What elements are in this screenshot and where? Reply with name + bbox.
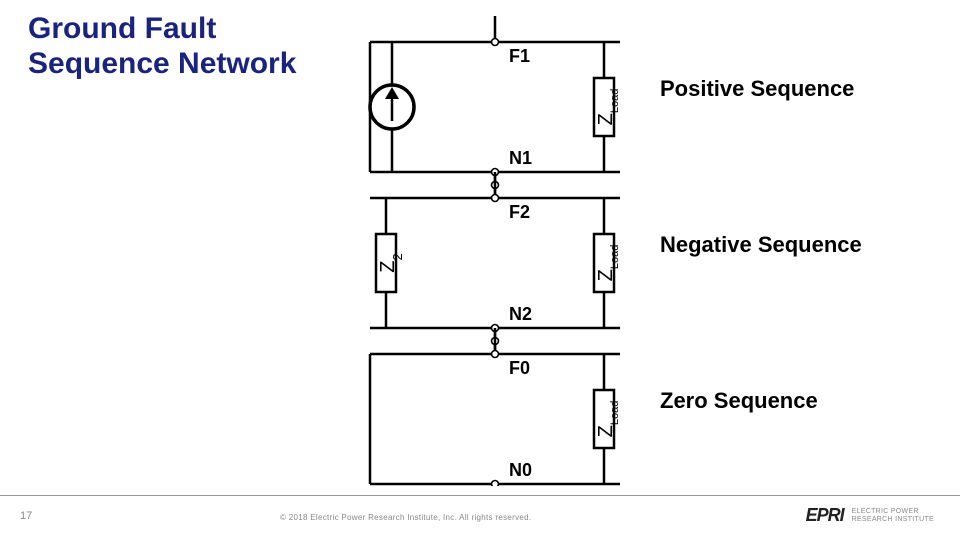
label-negative-sequence: Negative Sequence [660, 232, 862, 258]
label-zero-sequence: Zero Sequence [660, 388, 818, 414]
title-line2: Sequence Network [28, 47, 296, 80]
copyright-text: © 2018 Electric Power Research Institute… [280, 513, 531, 522]
label-positive-sequence: Positive Sequence [660, 76, 854, 102]
slide-title: Ground Fault Sequence Network [28, 12, 296, 81]
page-number: 17 [20, 510, 32, 522]
svg-text:F0: F0 [509, 358, 530, 378]
title-line1: Ground Fault [28, 12, 216, 45]
logo-mark: EPRI [806, 505, 844, 526]
footer-divider [0, 495, 960, 496]
svg-text:F2: F2 [509, 202, 530, 222]
svg-text:N0: N0 [509, 460, 532, 480]
svg-text:N1: N1 [509, 148, 532, 168]
svg-text:F1: F1 [509, 46, 530, 66]
svg-text:N2: N2 [509, 304, 532, 324]
sequence-network-diagram: ZLoadF1N1Z2ZLoadF2N2ZLoadF0N0 [350, 6, 660, 486]
epri-logo: EPRI ELECTRIC POWER RESEARCH INSTITUTE [806, 505, 934, 526]
logo-text: ELECTRIC POWER RESEARCH INSTITUTE [852, 508, 934, 523]
slide-root: Ground Fault Sequence Network ZLoadF1N1Z… [0, 0, 960, 540]
